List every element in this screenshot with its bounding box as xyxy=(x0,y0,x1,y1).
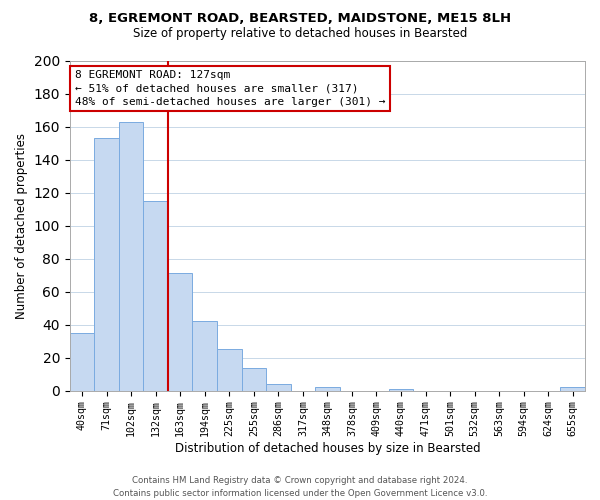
Bar xyxy=(143,201,168,390)
Bar xyxy=(94,138,119,390)
Bar xyxy=(119,122,143,390)
Bar xyxy=(560,388,585,390)
Text: Size of property relative to detached houses in Bearsted: Size of property relative to detached ho… xyxy=(133,28,467,40)
Text: Contains HM Land Registry data © Crown copyright and database right 2024.
Contai: Contains HM Land Registry data © Crown c… xyxy=(113,476,487,498)
Text: 8 EGREMONT ROAD: 127sqm
← 51% of detached houses are smaller (317)
48% of semi-d: 8 EGREMONT ROAD: 127sqm ← 51% of detache… xyxy=(75,70,385,107)
Bar xyxy=(315,388,340,390)
X-axis label: Distribution of detached houses by size in Bearsted: Distribution of detached houses by size … xyxy=(175,442,480,455)
Bar xyxy=(217,350,242,391)
Bar xyxy=(242,368,266,390)
Text: 8, EGREMONT ROAD, BEARSTED, MAIDSTONE, ME15 8LH: 8, EGREMONT ROAD, BEARSTED, MAIDSTONE, M… xyxy=(89,12,511,26)
Bar xyxy=(266,384,290,390)
Bar xyxy=(193,322,217,390)
Y-axis label: Number of detached properties: Number of detached properties xyxy=(15,132,28,318)
Bar xyxy=(389,389,413,390)
Bar xyxy=(168,274,193,390)
Bar xyxy=(70,333,94,390)
